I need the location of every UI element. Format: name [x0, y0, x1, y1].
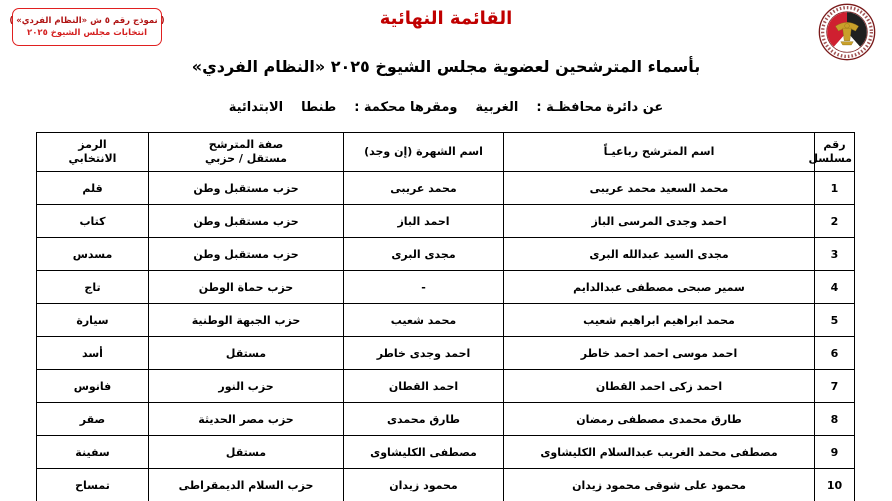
- cell-alias: -: [343, 270, 504, 304]
- table-row: 10 محمود على شوقى محمود زيدان محمود زيدا…: [36, 468, 855, 501]
- cell-affiliation: حزب مستقبل وطن: [148, 171, 344, 205]
- table-row: 7 احمد زكى احمد القطان احمد القطان حزب ا…: [36, 369, 855, 403]
- table-header-row: رقم مسلسل اسم المترشح رباعيـاً اسم الشهر…: [36, 132, 855, 172]
- header-symbol-line1: الرمز: [78, 137, 107, 151]
- cell-candidate-name: محمود على شوقى محمود زيدان: [503, 468, 815, 501]
- cell-symbol: كتاب: [36, 204, 149, 238]
- cell-alias: محمد عريبى: [343, 171, 504, 205]
- cell-candidate-name: طارق محمدى مصطفى رمضان: [503, 402, 815, 436]
- document-subtitle: بأسماء المترشحين لعضوية مجلس الشيوخ ٢٠٢٥…: [191, 57, 701, 76]
- cell-affiliation: حزب مستقبل وطن: [148, 237, 344, 271]
- cell-candidate-name: احمد موسى احمد احمد خاطر: [503, 336, 815, 370]
- table-row: 8 طارق محمدى مصطفى رمضان طارق محمدى حزب …: [36, 402, 855, 436]
- cell-serial: 10: [814, 468, 855, 501]
- cell-symbol: سيارة: [36, 303, 149, 337]
- cell-serial: 3: [814, 237, 855, 271]
- cell-affiliation: مستقل: [148, 435, 344, 469]
- cell-candidate-name: احمد زكى احمد القطان: [503, 369, 815, 403]
- header-affiliation-line1: صفة المترشح: [208, 137, 284, 151]
- cell-alias: مجدى البرى: [343, 237, 504, 271]
- cell-serial: 7: [814, 369, 855, 403]
- page-title: القائمة النهائية: [379, 8, 513, 29]
- cell-candidate-name: مجدى السيد عبدالله البرى: [503, 237, 815, 271]
- cell-candidate-name: محمد ابراهيم ابراهيم شعيب: [503, 303, 815, 337]
- cell-alias: محمود زيدان: [343, 468, 504, 501]
- cell-serial: 6: [814, 336, 855, 370]
- table-row: 3 مجدى السيد عبدالله البرى مجدى البرى حز…: [36, 237, 855, 271]
- cell-candidate-name: مصطفى محمد الغريب عبدالسلام الكليشاوى: [503, 435, 815, 469]
- form-number-line: ( نموذج رقم ٥ ش «النظام الفردي» ): [9, 16, 165, 26]
- cell-symbol: أسد: [36, 336, 149, 370]
- cell-alias: احمد الباز: [343, 204, 504, 238]
- header-serial-line2: مسلسل: [808, 152, 852, 165]
- elections-authority-logo-icon: [818, 3, 876, 61]
- table-row: 1 محمد السعيد محمد عريبى محمد عريبى حزب …: [36, 171, 855, 205]
- cell-alias: احمد القطان: [343, 369, 504, 403]
- court-type-value: الابتدائية: [228, 100, 284, 115]
- cell-affiliation: حزب حماة الوطن: [148, 270, 344, 304]
- cell-symbol: فانوس: [36, 369, 149, 403]
- election-name-line: انتخابات مجلس الشيوخ ٢٠٢٥: [27, 28, 148, 38]
- cell-alias: محمد شعيب: [343, 303, 504, 337]
- table-row: 9 مصطفى محمد الغريب عبدالسلام الكليشاوى …: [36, 435, 855, 469]
- cell-symbol: تمساح: [36, 468, 149, 501]
- cell-affiliation: حزب مصر الحديثة: [148, 402, 344, 436]
- cell-alias: مصطفى الكليشاوى: [343, 435, 504, 469]
- cell-symbol: تاج: [36, 270, 149, 304]
- header-serial-line1: رقم: [823, 137, 846, 151]
- cell-candidate-name: احمد وجدى المرسى الباز: [503, 204, 815, 238]
- district-line: عن دائرة محافظـة : الغربية ومقرها محكمة …: [0, 100, 892, 115]
- table-row: 4 سمير صبحى مصطفى عبدالدايم - حزب حماة ا…: [36, 270, 855, 304]
- cell-affiliation: مستقل: [148, 336, 344, 370]
- cell-affiliation: حزب مستقبل وطن: [148, 204, 344, 238]
- cell-serial: 4: [814, 270, 855, 304]
- cell-serial: 8: [814, 402, 855, 436]
- cell-affiliation: حزب النور: [148, 369, 344, 403]
- cell-affiliation: حزب السلام الديمقراطى: [148, 468, 344, 501]
- cell-symbol: سفينة: [36, 435, 149, 469]
- cell-affiliation: حزب الجبهة الوطنية: [148, 303, 344, 337]
- header-affiliation: صفة المترشح مستقل / حزبي: [148, 132, 344, 172]
- cell-alias: طارق محمدى: [343, 402, 504, 436]
- form-number-box: ( نموذج رقم ٥ ش «النظام الفردي» ) انتخاب…: [9, 8, 165, 46]
- header-candidate-name: اسم المترشح رباعيـاً: [503, 132, 815, 172]
- header-symbol-line2: الانتخابي: [68, 152, 117, 165]
- court-label: ومقرها محكمة :: [354, 100, 458, 115]
- governorate-value: الغربية: [475, 100, 519, 115]
- header-symbol: الرمز الانتخابي: [36, 132, 149, 172]
- cell-serial: 5: [814, 303, 855, 337]
- cell-serial: 2: [814, 204, 855, 238]
- governorate-label: عن دائرة محافظـة :: [536, 100, 664, 115]
- header-serial: رقم مسلسل: [808, 132, 855, 172]
- cell-symbol: صقر: [36, 402, 149, 436]
- cell-serial: 1: [814, 171, 855, 205]
- cell-symbol: قلم: [36, 171, 149, 205]
- table-row: 5 محمد ابراهيم ابراهيم شعيب محمد شعيب حز…: [36, 303, 855, 337]
- cell-serial: 9: [814, 435, 855, 469]
- cell-candidate-name: محمد السعيد محمد عريبى: [503, 171, 815, 205]
- header-alias: اسم الشهرة (إن وجد): [343, 132, 504, 172]
- candidates-table: رقم مسلسل اسم المترشح رباعيـاً اسم الشهر…: [36, 132, 855, 501]
- cell-symbol: مسدس: [36, 237, 149, 271]
- table-row: 6 احمد موسى احمد احمد خاطر احمد وجدى خاط…: [36, 336, 855, 370]
- court-city-value: طنطا: [301, 100, 337, 115]
- cell-alias: احمد وجدى خاطر: [343, 336, 504, 370]
- table-row: 2 احمد وجدى المرسى الباز احمد الباز حزب …: [36, 204, 855, 238]
- cell-candidate-name: سمير صبحى مصطفى عبدالدايم: [503, 270, 815, 304]
- header-affiliation-line2: مستقل / حزبي: [205, 152, 287, 165]
